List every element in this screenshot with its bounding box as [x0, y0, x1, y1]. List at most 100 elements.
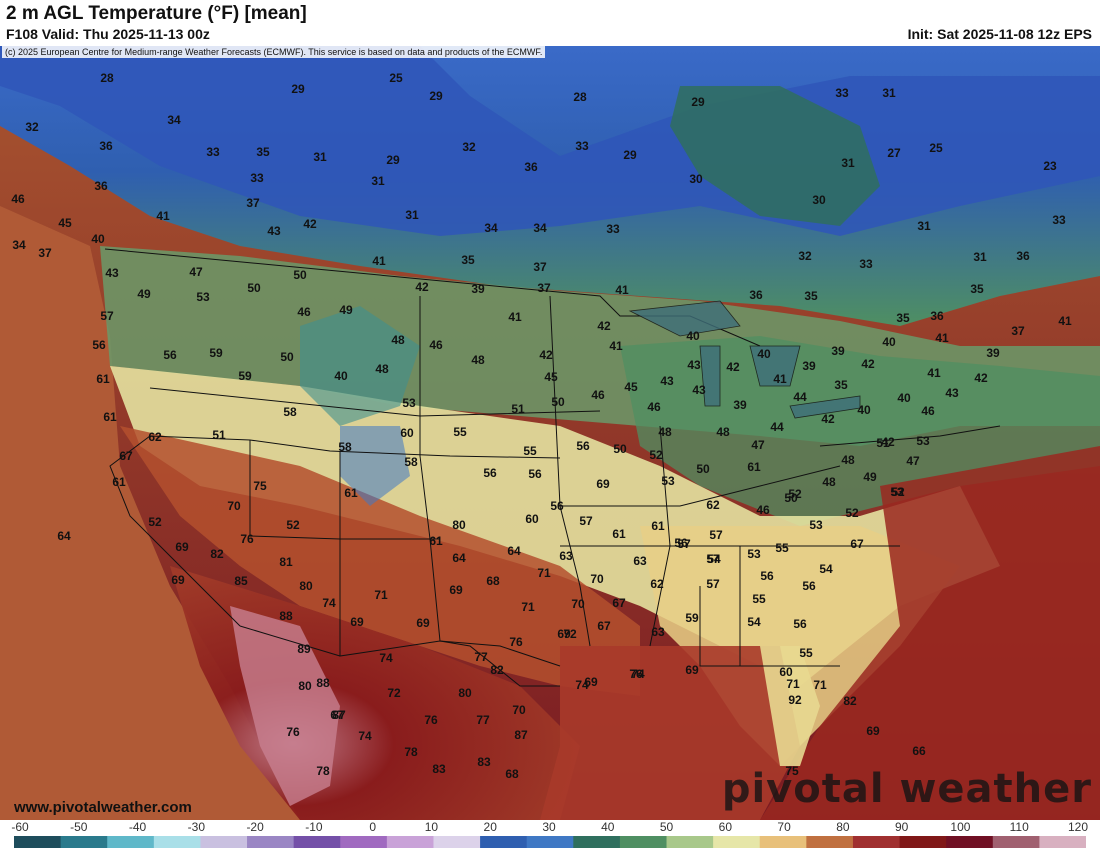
temperature-label: 69 — [557, 627, 571, 641]
temperature-label: 34 — [484, 221, 498, 235]
legend-color-swatch — [946, 836, 994, 848]
florida — [760, 646, 820, 766]
temperature-label: 82 — [210, 547, 224, 561]
temperature-label: 74 — [631, 667, 645, 681]
temperature-label: 41 — [615, 283, 629, 297]
legend-color-swatch — [992, 836, 1040, 848]
temperature-label: 56 — [163, 348, 177, 362]
temperature-label: 57 — [100, 309, 114, 323]
temperature-label: 42 — [415, 280, 429, 294]
temperature-label: 40 — [897, 391, 911, 405]
great-lakes — [628, 300, 861, 419]
temperature-label: 78 — [404, 745, 418, 759]
temperature-label: 72 — [563, 627, 577, 641]
legend-tick-label: 90 — [894, 820, 909, 834]
legend-tick-label: 50 — [659, 820, 674, 834]
temperature-label: 36 — [749, 288, 763, 302]
legend-tick-label: -30 — [187, 820, 205, 834]
temperature-label: 58 — [338, 440, 352, 454]
temperature-label: 50 — [551, 395, 565, 409]
temperature-label: 61 — [344, 486, 358, 500]
temperature-label: 64 — [57, 529, 71, 543]
legend-tick-label: 120 — [1067, 820, 1089, 834]
temperature-label: 48 — [391, 333, 405, 347]
temperature-label: 62 — [650, 577, 664, 591]
temperature-label: 29 — [386, 153, 400, 167]
legend-color-swatch — [433, 836, 481, 848]
temperature-label: 70 — [571, 597, 585, 611]
temperature-label: 69 — [350, 615, 364, 629]
temperature-label: 41 — [1058, 314, 1072, 328]
border-line-3 — [249, 440, 440, 540]
temperature-label: 60 — [779, 665, 793, 679]
temperature-label: 53 — [747, 547, 761, 561]
temperature-label: 54 — [707, 552, 721, 566]
temperature-map[interactable]: 28 25 29 29 28 29 33 31 32 34 36 33 35 31 29 32 33 29 27 25… — [0, 46, 1100, 820]
legend-color-swatch — [153, 836, 202, 848]
temperature-label: 58 — [404, 455, 418, 469]
temperature-label: 69 — [584, 675, 598, 689]
temperature-label: 41 — [609, 339, 623, 353]
legend-tick-label: 10 — [424, 820, 439, 834]
legend-tick-label: 20 — [483, 820, 497, 834]
legend-tick-label: 40 — [601, 820, 615, 834]
temperature-label: 46 — [429, 338, 443, 352]
temperature-label: 33 — [206, 145, 220, 159]
temperature-label: 52 — [788, 487, 802, 501]
temperature-label: 54 — [747, 615, 761, 629]
temperature-label: 64 — [452, 551, 466, 565]
temperature-label: 57 — [706, 577, 720, 591]
temperature-label: 53 — [196, 290, 210, 304]
legend-color-swatch — [526, 836, 574, 848]
legend-color-swatch — [386, 836, 435, 848]
temperature-label: 71 — [786, 677, 800, 691]
temperature-label: 69 — [685, 663, 699, 677]
temperature-label: 30 — [812, 193, 826, 207]
temperature-label: 41 — [372, 254, 386, 268]
temperature-label: 48 — [841, 453, 855, 467]
legend-tick-label: -60 — [11, 820, 29, 834]
temperature-label: 49 — [863, 470, 877, 484]
temperature-label: 67 — [119, 449, 133, 463]
temperature-label: 63 — [559, 549, 573, 563]
temperature-label: 50 — [784, 491, 798, 505]
temperature-label: 56 — [793, 617, 807, 631]
colorado-cool-patch — [340, 426, 410, 506]
temperature-label: 70 — [512, 703, 526, 717]
legend-colorbar — [14, 836, 1086, 848]
temperature-label: 57 — [677, 537, 691, 551]
temperature-label: 51 — [876, 436, 890, 450]
legend-tick-label: -10 — [305, 820, 323, 834]
temperature-label: 53 — [916, 434, 930, 448]
temperature-label: 37 — [246, 196, 260, 210]
valid-time: F108 Valid: Thu 2025-11-13 00z — [6, 26, 210, 42]
temperature-label: 71 — [521, 600, 535, 614]
lake-huron — [749, 345, 801, 387]
temperature-label: 23 — [1043, 159, 1057, 173]
temperature-label: 62 — [706, 498, 720, 512]
temperature-label: 67 — [330, 708, 344, 722]
temperature-label: 51 — [511, 402, 525, 416]
temperature-label: 50 — [293, 268, 307, 282]
temperature-label: 47 — [189, 265, 203, 279]
temperature-label: 53 — [809, 518, 823, 532]
temperature-label: 69 — [171, 573, 185, 587]
temperature-label: 52 — [148, 515, 162, 529]
temperature-label: 81 — [279, 555, 293, 569]
legend-color-swatch — [247, 836, 295, 848]
temperature-label: 33 — [606, 222, 620, 236]
temperature-label: 50 — [613, 442, 627, 456]
temperature-label: 46 — [591, 388, 605, 402]
temperature-label: 31 — [313, 150, 327, 164]
temperature-label: 28 — [100, 71, 114, 85]
temperature-label: 68 — [486, 574, 500, 588]
temperature-label: 61 — [651, 519, 665, 533]
lake-erie — [789, 395, 861, 419]
temperature-label: 41 — [935, 331, 949, 345]
temperature-label: 42 — [974, 371, 988, 385]
temperature-label: 75 — [785, 764, 799, 778]
website-link[interactable]: www.pivotalweather.com — [14, 799, 192, 816]
border-line-5 — [419, 296, 441, 642]
temperature-label: 82 — [843, 694, 857, 708]
temperature-label: 29 — [691, 95, 705, 109]
